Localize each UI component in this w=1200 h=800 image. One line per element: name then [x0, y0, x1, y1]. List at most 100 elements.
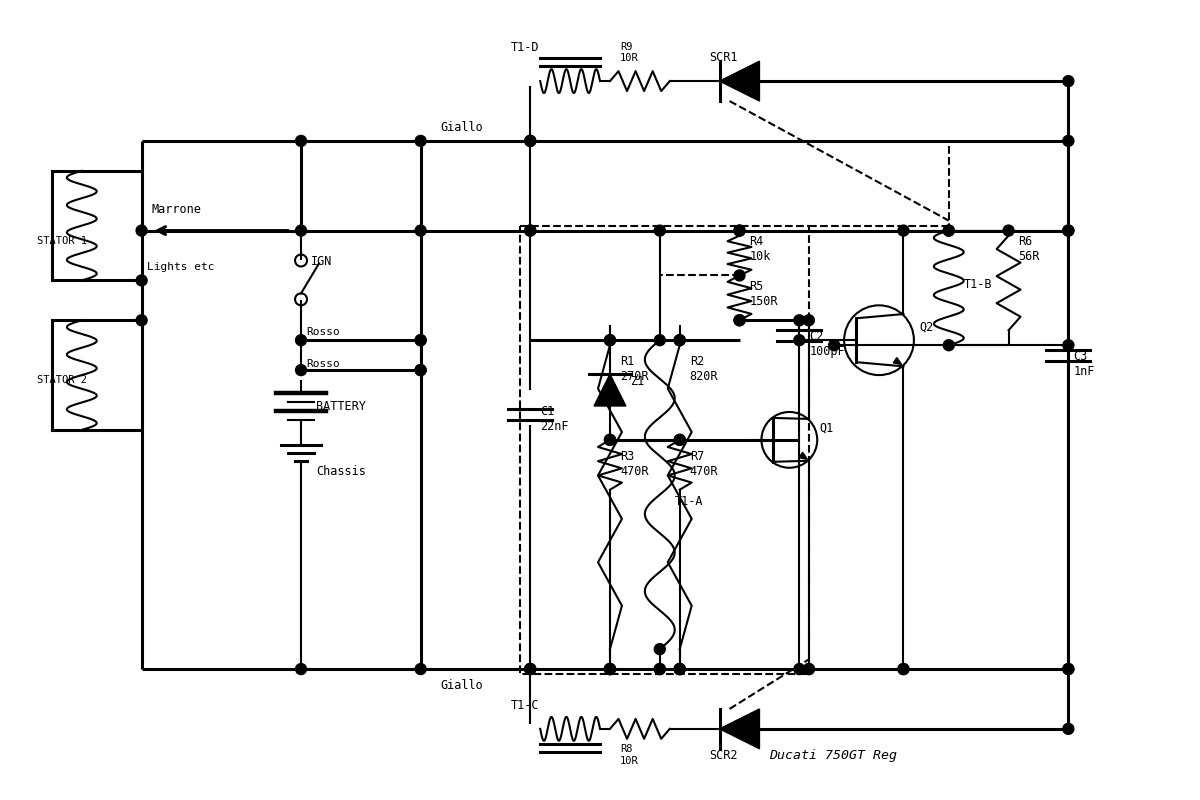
Circle shape: [524, 135, 535, 146]
Circle shape: [1063, 225, 1074, 236]
Circle shape: [1063, 340, 1074, 350]
Text: Ducati 750GT Reg: Ducati 750GT Reg: [769, 749, 898, 762]
Text: Q1: Q1: [820, 422, 834, 435]
Circle shape: [136, 225, 148, 236]
Text: STATOR 1: STATOR 1: [37, 235, 86, 246]
Text: R7
470R: R7 470R: [690, 450, 718, 478]
Text: C3
1nF: C3 1nF: [1073, 350, 1094, 378]
Text: Giallo: Giallo: [440, 679, 484, 692]
Text: BATTERY: BATTERY: [316, 400, 366, 413]
Circle shape: [415, 663, 426, 674]
Circle shape: [605, 434, 616, 446]
Circle shape: [1003, 225, 1014, 236]
Polygon shape: [799, 452, 808, 459]
Circle shape: [943, 225, 954, 236]
Circle shape: [674, 334, 685, 346]
Circle shape: [734, 314, 745, 326]
Text: Marrone: Marrone: [151, 202, 202, 216]
Circle shape: [295, 663, 306, 674]
Circle shape: [943, 225, 954, 236]
Text: SCR1: SCR1: [709, 51, 738, 64]
Circle shape: [1063, 723, 1074, 734]
Circle shape: [674, 334, 685, 346]
Circle shape: [898, 663, 908, 674]
Circle shape: [794, 314, 805, 326]
Circle shape: [415, 365, 426, 375]
Circle shape: [605, 334, 616, 346]
Circle shape: [734, 225, 745, 236]
Polygon shape: [893, 358, 901, 365]
Circle shape: [829, 340, 840, 350]
Circle shape: [654, 663, 665, 674]
Text: R5
150R: R5 150R: [750, 280, 778, 308]
Circle shape: [674, 663, 685, 674]
Circle shape: [1063, 135, 1074, 146]
Circle shape: [524, 135, 535, 146]
Circle shape: [654, 663, 665, 674]
Text: C2
100pF: C2 100pF: [809, 330, 845, 358]
Circle shape: [674, 434, 685, 446]
Text: IGN: IGN: [311, 255, 332, 269]
Circle shape: [654, 644, 665, 654]
Circle shape: [943, 340, 954, 350]
Circle shape: [524, 225, 535, 236]
Circle shape: [524, 663, 535, 674]
Circle shape: [674, 663, 685, 674]
Circle shape: [898, 225, 908, 236]
Circle shape: [415, 225, 426, 236]
Text: R9
10R: R9 10R: [620, 42, 638, 63]
Circle shape: [674, 663, 685, 674]
Text: R8
10R: R8 10R: [620, 744, 638, 766]
Circle shape: [794, 334, 805, 346]
Circle shape: [605, 663, 616, 674]
Circle shape: [794, 663, 805, 674]
Text: R6
56R: R6 56R: [1019, 235, 1040, 263]
Text: T1-B: T1-B: [964, 278, 992, 291]
Text: Z1: Z1: [630, 375, 644, 388]
Circle shape: [295, 225, 306, 236]
Circle shape: [136, 275, 148, 286]
Circle shape: [803, 663, 815, 674]
Polygon shape: [720, 61, 760, 101]
Text: STATOR 2: STATOR 2: [37, 375, 86, 385]
Text: Rosso: Rosso: [306, 327, 340, 338]
Circle shape: [734, 270, 745, 281]
Polygon shape: [720, 709, 760, 749]
Text: Q2: Q2: [919, 320, 934, 334]
Text: Chassis: Chassis: [316, 465, 366, 478]
Text: T1-A: T1-A: [674, 494, 703, 508]
Text: R1
270R: R1 270R: [620, 355, 648, 383]
Circle shape: [295, 135, 306, 146]
Circle shape: [295, 334, 306, 346]
Circle shape: [734, 225, 745, 236]
Circle shape: [415, 334, 426, 346]
Circle shape: [654, 334, 665, 346]
Circle shape: [605, 663, 616, 674]
Circle shape: [674, 434, 685, 446]
Circle shape: [1063, 225, 1074, 236]
Circle shape: [605, 663, 616, 674]
Text: R3
470R: R3 470R: [620, 450, 648, 478]
Circle shape: [136, 314, 148, 326]
Circle shape: [654, 225, 665, 236]
Text: T1-D: T1-D: [510, 42, 539, 54]
Circle shape: [803, 663, 815, 674]
Text: Lights etc: Lights etc: [146, 262, 214, 273]
Polygon shape: [594, 374, 626, 406]
Circle shape: [605, 334, 616, 346]
Text: R4
10k: R4 10k: [750, 235, 770, 263]
Circle shape: [605, 434, 616, 446]
Circle shape: [524, 225, 535, 236]
Circle shape: [295, 365, 306, 375]
Text: Rosso: Rosso: [306, 359, 340, 369]
Circle shape: [1063, 663, 1074, 674]
Circle shape: [898, 663, 908, 674]
Circle shape: [415, 334, 426, 346]
Circle shape: [524, 663, 535, 674]
Circle shape: [415, 135, 426, 146]
Text: Giallo: Giallo: [440, 121, 484, 134]
Circle shape: [734, 314, 745, 326]
Circle shape: [1063, 76, 1074, 86]
Text: C1
22nF: C1 22nF: [540, 405, 569, 433]
Text: T1-C: T1-C: [510, 699, 539, 712]
